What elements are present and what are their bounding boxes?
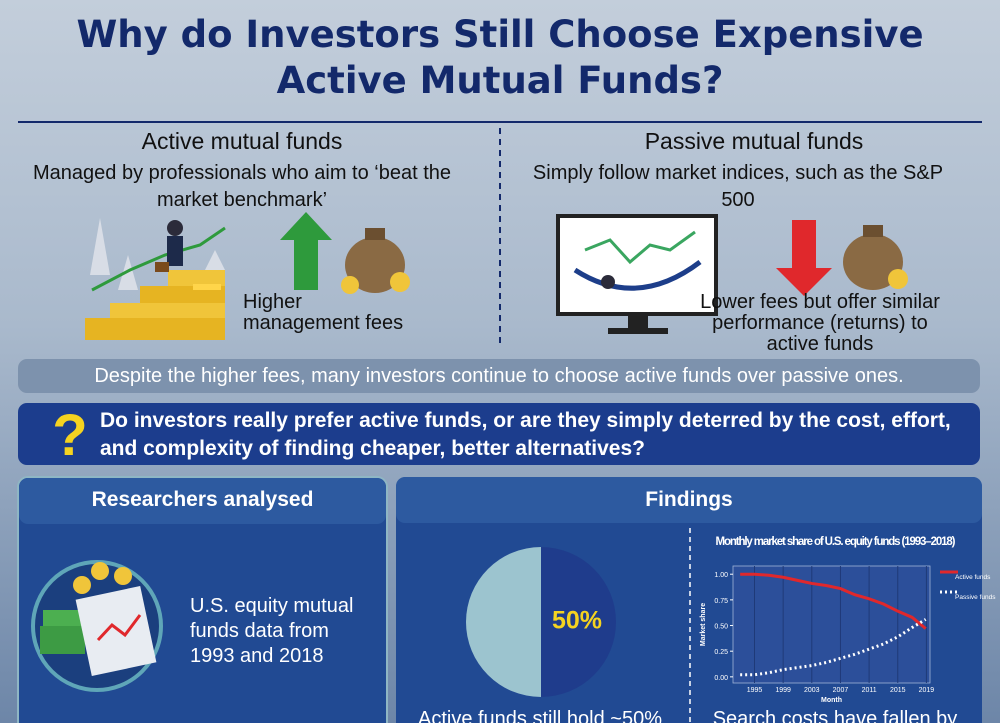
question-text: Do investors really prefer active funds,…: [100, 409, 951, 460]
panel-header: [396, 477, 982, 523]
active-heading: Active mutual funds: [141, 128, 343, 154]
x-tick-label: 2015: [890, 687, 906, 694]
plot-area: [732, 565, 931, 684]
stairs-illustration: [85, 218, 226, 340]
pie-slice: [541, 547, 616, 697]
active-description: Managed by professionals who aim to ‘bea…: [32, 162, 452, 211]
x-tick-label: 2003: [804, 687, 820, 694]
chart-caption: Search costs have fallen by: [712, 708, 958, 723]
pie-caption: Active funds still hold ~50%: [417, 708, 663, 723]
legend-text: Active funds: [955, 574, 991, 581]
pie-slice: [466, 547, 541, 697]
y-tick-label: 0.00: [714, 675, 728, 682]
y-tick-label: 0.50: [714, 624, 728, 631]
pie-label: 50%: [552, 607, 602, 635]
fee-up-icon: [280, 212, 410, 294]
y-tick-label: 1.00: [714, 572, 728, 579]
x-tick-label: 2007: [833, 687, 849, 694]
monitor-illustration: [556, 214, 718, 334]
chart-title: Monthly market share of U.S. equity fund…: [716, 536, 956, 548]
y-axis-label: Market share: [700, 603, 707, 646]
y-tick-label: 0.25: [714, 649, 728, 656]
panel-title: Researchers analysed: [91, 488, 314, 511]
series-line: [740, 572, 927, 630]
active-fee-note: Higher management fees: [243, 291, 404, 334]
x-tick-label: 1999: [775, 687, 791, 694]
legend-label: Passive funds: [955, 594, 996, 601]
panel-title: Findings: [645, 488, 733, 511]
x-tick-label: 2019: [919, 687, 935, 694]
panel-header: [19, 478, 386, 524]
fee-down-icon: [776, 220, 908, 296]
question-mark: ?: [52, 403, 88, 468]
passive-heading: Passive mutual funds: [644, 128, 864, 154]
researchers-text: U.S. equity mutual funds data from 1993 …: [190, 595, 354, 667]
passive-fee-note: Lower fees but offer similar performance…: [700, 291, 940, 355]
legend-label: Active funds: [955, 574, 991, 581]
y-tick-label: 0.75: [714, 598, 728, 605]
banner-text: Despite the higher fees, many investors …: [94, 365, 904, 387]
banner-box: [18, 359, 980, 393]
question-box: [18, 403, 980, 465]
legend-text: Passive funds: [955, 594, 996, 601]
x-tick-label: 2011: [862, 687, 877, 694]
data-icon: [31, 560, 163, 692]
series-line: [740, 618, 927, 677]
x-tick-label: 1995: [747, 687, 763, 694]
passive-description: Simply follow market indices, such as th…: [532, 162, 944, 211]
page-title: Why do Investors Still Choose Expensive …: [76, 13, 924, 102]
x-axis-label: Month: [821, 697, 842, 704]
